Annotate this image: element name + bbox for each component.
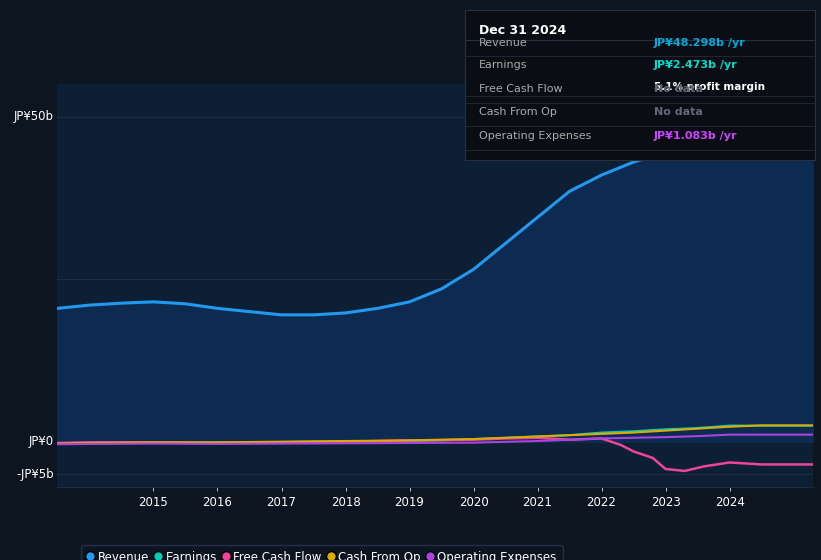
Text: Free Cash Flow: Free Cash Flow bbox=[479, 85, 562, 95]
Text: JP¥48.298b /yr: JP¥48.298b /yr bbox=[654, 38, 745, 48]
Text: No data: No data bbox=[654, 85, 703, 95]
Legend: Revenue, Earnings, Free Cash Flow, Cash From Op, Operating Expenses: Revenue, Earnings, Free Cash Flow, Cash … bbox=[81, 545, 562, 560]
Text: JP¥0: JP¥0 bbox=[29, 435, 53, 448]
Text: Cash From Op: Cash From Op bbox=[479, 107, 557, 117]
Text: Revenue: Revenue bbox=[479, 38, 528, 48]
Text: JP¥50b: JP¥50b bbox=[14, 110, 53, 123]
Text: No data: No data bbox=[654, 107, 703, 117]
Text: JP¥2.473b /yr: JP¥2.473b /yr bbox=[654, 60, 738, 71]
Text: JP¥1.083b /yr: JP¥1.083b /yr bbox=[654, 131, 737, 141]
Text: Earnings: Earnings bbox=[479, 60, 528, 71]
Text: Operating Expenses: Operating Expenses bbox=[479, 131, 591, 141]
Text: -JP¥5b: -JP¥5b bbox=[16, 468, 53, 480]
Text: Dec 31 2024: Dec 31 2024 bbox=[479, 24, 566, 36]
Text: 5.1% profit margin: 5.1% profit margin bbox=[654, 82, 765, 91]
